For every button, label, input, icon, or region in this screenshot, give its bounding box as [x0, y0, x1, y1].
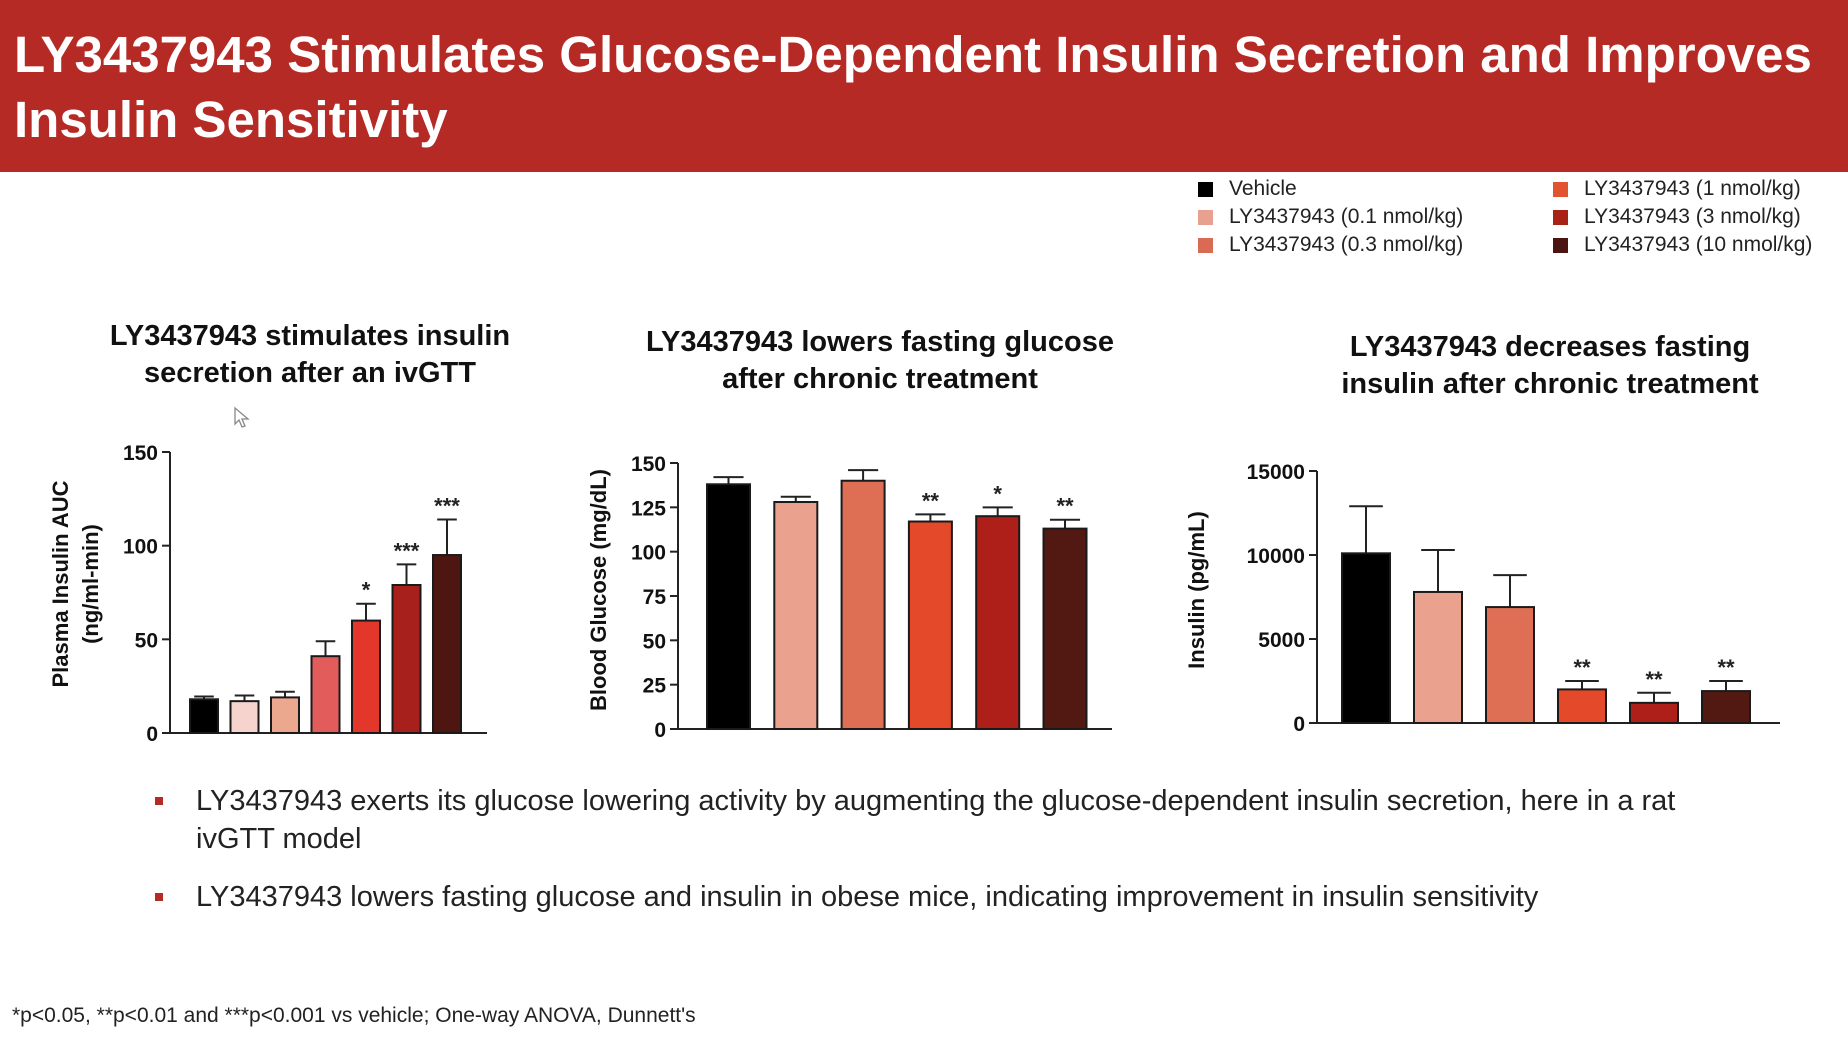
y-axis-label: (ng/ml-min) [78, 524, 103, 644]
bar [842, 481, 885, 729]
bar [190, 699, 218, 733]
bar [1486, 607, 1534, 723]
y-tick-label: 15000 [1247, 461, 1305, 484]
y-tick-label: 75 [643, 586, 667, 609]
significance-label: * [993, 481, 1002, 506]
bar [1342, 553, 1390, 723]
bar [774, 502, 817, 729]
bar [1558, 689, 1606, 723]
bar [1702, 691, 1750, 723]
y-tick-label: 100 [631, 542, 666, 565]
bar [1044, 529, 1087, 729]
y-axis-label: Blood Glucose (mg/dL) [586, 469, 611, 711]
bullet-item: LY3437943 exerts its glucose lowering ac… [150, 782, 1710, 858]
y-tick-label: 0 [1293, 713, 1305, 736]
significance-label: *** [394, 538, 420, 563]
bar [312, 656, 340, 733]
bullet-text: LY3437943 exerts its glucose lowering ac… [196, 785, 1675, 855]
significance-label: ** [1573, 655, 1591, 680]
bullet-list: LY3437943 exerts its glucose lowering ac… [150, 782, 1710, 936]
bar [707, 484, 750, 729]
bullet-square-icon [155, 893, 163, 901]
bar [433, 555, 461, 733]
y-tick-label: 125 [631, 497, 666, 520]
significance-label: ** [1717, 655, 1735, 680]
y-axis-label: Plasma Insulin AUC [48, 480, 73, 687]
bar [1630, 703, 1678, 723]
bullet-square-icon [155, 797, 163, 805]
bar [231, 701, 259, 733]
y-axis-label: Insulin (pg/mL) [1184, 511, 1209, 669]
y-tick-label: 150 [123, 442, 158, 465]
bullet-text: LY3437943 lowers fasting glucose and ins… [196, 881, 1538, 913]
significance-label: *** [434, 493, 460, 518]
y-tick-label: 150 [631, 453, 666, 476]
bar [909, 522, 952, 729]
y-tick-label: 0 [654, 719, 666, 742]
y-tick-label: 25 [643, 675, 667, 698]
significance-label: ** [1056, 494, 1074, 519]
y-tick-label: 50 [135, 629, 158, 652]
bar [1414, 592, 1462, 723]
significance-label: ** [922, 488, 940, 513]
bar [352, 621, 380, 733]
y-tick-label: 50 [643, 630, 666, 653]
y-tick-label: 10000 [1247, 545, 1305, 568]
charts-canvas: 050100150Plasma Insulin AUC(ng/ml-min)**… [0, 0, 1848, 760]
significance-label: ** [1645, 667, 1663, 692]
bar [271, 697, 299, 733]
bar [976, 516, 1019, 729]
significance-label: * [362, 578, 371, 603]
footnote: *p<0.05, **p<0.01 and ***p<0.001 vs vehi… [12, 1004, 696, 1028]
y-tick-label: 5000 [1258, 629, 1305, 652]
y-tick-label: 0 [146, 723, 158, 746]
mouse-cursor-icon [233, 406, 251, 430]
bullet-item: LY3437943 lowers fasting glucose and ins… [150, 878, 1710, 916]
bar [393, 585, 421, 733]
y-tick-label: 100 [123, 536, 158, 559]
